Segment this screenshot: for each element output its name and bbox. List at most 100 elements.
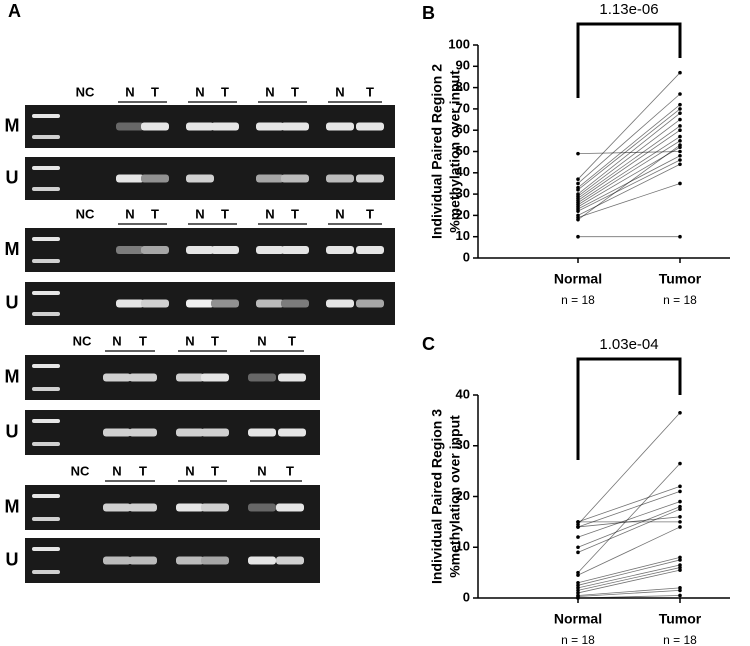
point	[678, 158, 682, 162]
band	[201, 428, 229, 437]
point	[678, 139, 682, 143]
lane-label: T	[139, 463, 147, 478]
pair-line	[577, 72, 681, 180]
band	[278, 373, 306, 382]
ladder-band	[32, 135, 60, 139]
ladder-band	[32, 442, 60, 446]
band	[326, 299, 354, 308]
pair-line	[577, 508, 681, 553]
band	[356, 246, 384, 254]
ladder-band	[32, 570, 60, 574]
point	[576, 588, 580, 593]
band	[256, 246, 284, 254]
band	[281, 246, 309, 254]
band	[201, 503, 229, 512]
y-tick-label: 40	[456, 386, 470, 401]
lane-label: T	[288, 333, 296, 348]
y-axis-label: %methylation over input	[447, 415, 463, 578]
band	[211, 122, 239, 131]
point	[576, 570, 580, 575]
pair-line	[577, 104, 681, 189]
band	[103, 556, 131, 565]
point	[576, 586, 580, 590]
lane-label: T	[151, 206, 159, 221]
panel-label: A	[8, 1, 21, 21]
ladder-band	[32, 387, 60, 391]
point	[678, 507, 682, 511]
ladder-band	[32, 419, 60, 423]
lane-label: N	[185, 463, 194, 478]
point	[678, 111, 682, 115]
lane-label: NC	[76, 206, 95, 221]
band	[186, 246, 214, 254]
point	[678, 499, 682, 504]
category-note: n = 18	[663, 633, 697, 646]
point	[576, 522, 580, 527]
pair-line	[577, 564, 681, 589]
y-tick-label: 70	[456, 100, 470, 115]
point	[678, 515, 682, 519]
point	[678, 568, 682, 572]
band	[103, 373, 131, 382]
pair-line	[577, 108, 681, 191]
ladder-band	[32, 114, 60, 118]
y-tick-label: 50	[456, 143, 470, 158]
point	[576, 188, 580, 192]
lane-label: T	[221, 206, 229, 221]
band	[256, 174, 284, 183]
point	[678, 181, 682, 186]
lane-label: T	[211, 463, 219, 478]
ladder-band	[32, 259, 60, 263]
pair-line	[577, 491, 681, 528]
lane-label: N	[185, 333, 194, 348]
pair-line	[577, 129, 681, 201]
row-label: U	[6, 167, 19, 187]
row-label: M	[5, 496, 20, 516]
panel-label: C	[422, 334, 435, 354]
band	[326, 246, 354, 254]
pair-line	[577, 506, 681, 548]
y-axis-label: Individual Paired Region 3	[429, 409, 445, 584]
category-note: n = 18	[561, 293, 595, 307]
pair-line	[577, 112, 681, 195]
pair-line	[577, 587, 681, 596]
y-tick-label: 90	[456, 58, 470, 73]
band	[281, 122, 309, 131]
y-tick-label: 10	[456, 228, 470, 243]
band	[356, 174, 384, 183]
band	[248, 503, 276, 512]
lane-label: T	[221, 84, 229, 99]
point	[678, 128, 682, 132]
y-axis-label: Individual Paired Region 2	[429, 64, 445, 239]
band	[256, 122, 284, 131]
pair-line	[577, 136, 681, 203]
lane-label: N	[195, 206, 204, 221]
band	[256, 299, 284, 308]
pair-line	[577, 183, 681, 218]
band	[141, 174, 169, 183]
ladder-band	[32, 517, 60, 521]
significance: 1.13e-06	[599, 1, 658, 18]
point	[678, 525, 682, 529]
y-tick-label: 20	[456, 207, 470, 222]
point	[678, 504, 682, 509]
x-tick-label: Normal	[554, 271, 602, 287]
band	[281, 299, 309, 308]
lane-label: N	[195, 84, 204, 99]
lane-label: NC	[71, 463, 90, 478]
lane-label: N	[257, 463, 266, 478]
band	[129, 556, 157, 565]
lane-label: T	[139, 333, 147, 348]
point	[678, 593, 682, 598]
point	[678, 586, 682, 590]
pair-line	[577, 125, 681, 199]
y-axis-label: %methylation over input	[447, 70, 463, 233]
point	[576, 583, 580, 588]
lane-label: NC	[73, 333, 92, 348]
pair-line	[577, 526, 681, 576]
point	[576, 591, 580, 595]
point	[678, 565, 682, 570]
lane-label: T	[286, 463, 294, 478]
point	[576, 525, 580, 529]
band	[176, 503, 204, 512]
